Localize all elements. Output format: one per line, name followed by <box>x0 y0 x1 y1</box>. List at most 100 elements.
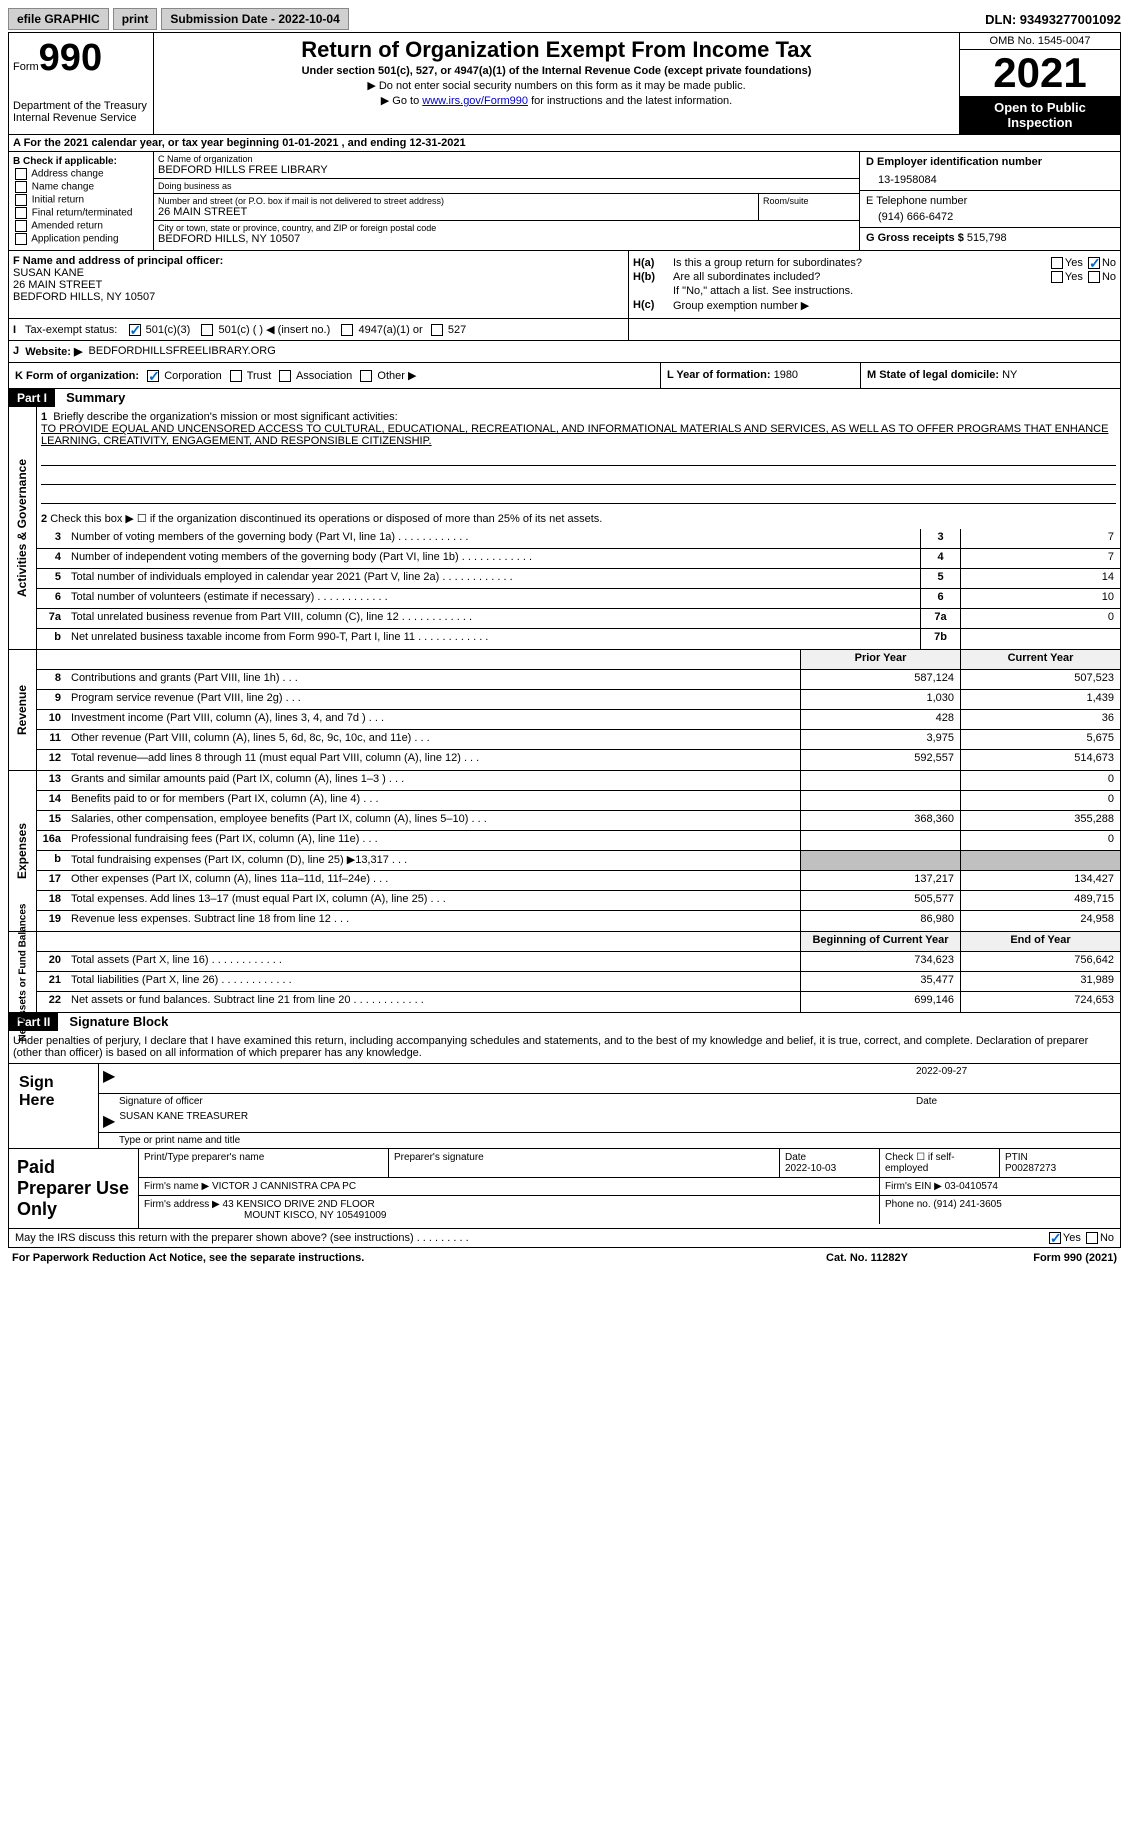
table-row: bTotal fundraising expenses (Part IX, co… <box>37 851 1120 871</box>
table-row: 20Total assets (Part X, line 16)734,6237… <box>37 952 1120 972</box>
table-row: 9Program service revenue (Part VIII, lin… <box>37 690 1120 710</box>
table-row: 11Other revenue (Part VIII, column (A), … <box>37 730 1120 750</box>
prior-year-header: Prior Year <box>800 650 960 669</box>
ha-yes[interactable] <box>1051 257 1063 269</box>
print-button[interactable]: print <box>113 8 158 30</box>
cb-final-return[interactable]: Final return/terminated <box>13 207 149 219</box>
street-value: 26 MAIN STREET <box>158 206 754 218</box>
row-a: A For the 2021 calendar year, or tax yea… <box>8 135 1121 152</box>
firm-phone-label: Phone no. <box>885 1199 931 1210</box>
firm-ein-label: Firm's EIN ▶ <box>885 1181 942 1192</box>
section-f: F Name and address of principal officer:… <box>9 251 629 318</box>
prep-sig-label: Preparer's signature <box>389 1149 780 1177</box>
current-year-header: Current Year <box>960 650 1120 669</box>
cb-initial-return[interactable]: Initial return <box>13 194 149 206</box>
hc-text: Group exemption number ▶ <box>673 299 1116 312</box>
firm-name: VICTOR J CANNISTRA CPA PC <box>212 1181 356 1192</box>
netassets-tab: Net Assets or Fund Balances <box>9 932 37 1012</box>
cb-4947[interactable] <box>341 324 353 336</box>
cb-pending[interactable]: Application pending <box>13 233 149 245</box>
cb-name-change[interactable]: Name change <box>13 181 149 193</box>
gross-label: G Gross receipts $ <box>866 232 964 244</box>
form-prefix: Form <box>13 61 39 73</box>
table-row: 3Number of voting members of the governi… <box>37 529 1120 549</box>
m-label: M State of legal domicile: <box>867 369 999 381</box>
cb-501c3[interactable] <box>129 324 141 336</box>
goto-post: for instructions and the latest informat… <box>528 95 732 107</box>
part1-title: Summary <box>58 390 125 405</box>
table-row: 10Investment income (Part VIII, column (… <box>37 710 1120 730</box>
ein-value: 13-1958084 <box>878 174 1114 186</box>
begin-year-header: Beginning of Current Year <box>800 932 960 951</box>
hb-no[interactable] <box>1088 271 1100 283</box>
cb-527[interactable] <box>431 324 443 336</box>
discuss-yes[interactable] <box>1049 1232 1061 1244</box>
form-footer: Form 990 (2021) <box>967 1252 1117 1264</box>
top-toolbar: efile GRAPHIC print Submission Date - 20… <box>8 8 1121 30</box>
prep-date-label: Date <box>785 1152 806 1163</box>
sign-here-label: Sign Here <box>9 1064 99 1148</box>
section-c: C Name of organization BEDFORD HILLS FRE… <box>154 152 860 250</box>
row-k-label: K Form of organization: <box>15 370 139 382</box>
table-row: 21Total liabilities (Part X, line 26)35,… <box>37 972 1120 992</box>
hc-label: H(c) <box>633 299 673 312</box>
ha-no[interactable] <box>1088 257 1100 269</box>
paperwork-notice: For Paperwork Reduction Act Notice, see … <box>12 1252 767 1264</box>
irs-link[interactable]: www.irs.gov/Form990 <box>422 95 528 107</box>
discuss-no[interactable] <box>1086 1232 1098 1244</box>
table-row: 14Benefits paid to or for members (Part … <box>37 791 1120 811</box>
sign-date: 2022-09-27 <box>916 1066 1116 1091</box>
city-label: City or town, state or province, country… <box>158 223 855 233</box>
cb-trust[interactable] <box>230 370 242 382</box>
l-label: L Year of formation: <box>667 369 771 381</box>
part2-title: Signature Block <box>61 1014 168 1029</box>
cat-number: Cat. No. 11282Y <box>767 1252 967 1264</box>
table-row: 16aProfessional fundraising fees (Part I… <box>37 831 1120 851</box>
line1-label: Briefly describe the organization's miss… <box>53 411 397 423</box>
cb-amended[interactable]: Amended return <box>13 220 149 232</box>
firm-label: Firm's name ▶ <box>144 1181 209 1192</box>
row-j-label: J <box>13 345 19 358</box>
cb-association[interactable] <box>279 370 291 382</box>
dln-label: DLN: 93493277001092 <box>985 12 1121 27</box>
officer-city: BEDFORD HILLS, NY 10507 <box>13 291 624 303</box>
ptin-label: PTIN <box>1005 1152 1028 1163</box>
row-i-label: I <box>13 324 16 336</box>
table-row: bNet unrelated business taxable income f… <box>37 629 1120 649</box>
phone-label: E Telephone number <box>866 195 967 207</box>
officer-label: F Name and address of principal officer: <box>13 255 223 267</box>
gross-value: 515,798 <box>967 232 1007 244</box>
ptin-value: P00287273 <box>1005 1163 1056 1174</box>
efile-button[interactable]: efile GRAPHIC <box>8 8 109 30</box>
hb-yes[interactable] <box>1051 271 1063 283</box>
governance-tab: Activities & Governance <box>9 407 37 649</box>
part2-header: Part II <box>9 1013 58 1031</box>
city-value: BEDFORD HILLS, NY 10507 <box>158 233 855 245</box>
ssn-note: ▶ Do not enter social security numbers o… <box>158 79 955 92</box>
prep-check-label: Check ☐ if self-employed <box>880 1149 1000 1177</box>
signer-name-label: Type or print name and title <box>119 1135 240 1146</box>
sig-date-label: Date <box>916 1096 1116 1107</box>
cb-other[interactable] <box>360 370 372 382</box>
sig-officer-label: Signature of officer <box>119 1096 916 1107</box>
irs-label: Internal Revenue Service <box>13 112 149 124</box>
perjury-declaration: Under penalties of perjury, I declare th… <box>9 1031 1120 1063</box>
cb-501c[interactable] <box>201 324 213 336</box>
firm-addr2: MOUNT KISCO, NY 105491009 <box>244 1210 386 1221</box>
dept-label: Department of the Treasury <box>13 100 149 112</box>
website-label: Website: ▶ <box>25 345 82 358</box>
table-row: 13Grants and similar amounts paid (Part … <box>37 771 1120 791</box>
firm-phone: (914) 241-3605 <box>933 1199 1001 1210</box>
line1-num: 1 <box>41 411 47 423</box>
l-value: 1980 <box>774 369 798 381</box>
prep-date: 2022-10-03 <box>785 1163 836 1174</box>
officer-name: SUSAN KANE <box>13 267 624 279</box>
form-number: 990 <box>39 37 102 79</box>
cb-address-change[interactable]: Address change <box>13 168 149 180</box>
table-row: 7aTotal unrelated business revenue from … <box>37 609 1120 629</box>
org-name: BEDFORD HILLS FREE LIBRARY <box>158 164 855 176</box>
hb-label: H(b) <box>633 271 673 283</box>
cb-corporation[interactable] <box>147 370 159 382</box>
table-row: 5Total number of individuals employed in… <box>37 569 1120 589</box>
mission-text: TO PROVIDE EQUAL AND UNCENSORED ACCESS T… <box>41 423 1108 447</box>
